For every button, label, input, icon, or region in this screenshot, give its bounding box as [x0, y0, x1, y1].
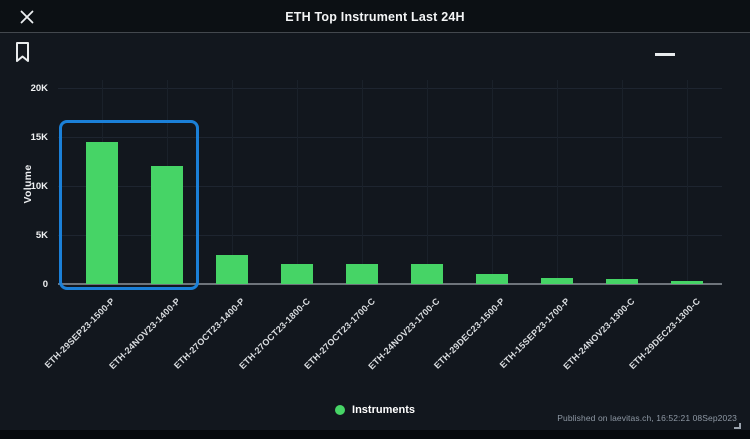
- selection-rectangle: [59, 120, 199, 290]
- h-gridline: [58, 88, 722, 89]
- x-axis-label: ETH-27OCT23-1700-C: [302, 296, 378, 372]
- bar-ETH-24NOV23-1700-C[interactable]: [411, 264, 443, 284]
- y-tick-label: 5K: [35, 230, 48, 241]
- v-gridline: [362, 80, 363, 284]
- v-gridline: [622, 80, 623, 284]
- x-axis-line: [58, 283, 722, 285]
- h-gridline: [58, 137, 722, 138]
- bar-ETH-29SEP23-1500-P[interactable]: [86, 142, 118, 284]
- menu-button[interactable]: [655, 44, 679, 62]
- h-gridline: [58, 186, 722, 187]
- bar-ETH-24NOV23-1400-P[interactable]: [151, 166, 183, 284]
- close-button[interactable]: [16, 7, 38, 27]
- close-icon: [20, 10, 34, 24]
- x-axis-label: ETH-29DEC23-1500-P: [432, 296, 508, 371]
- x-axis-label: ETH-24NOV23-1700-C: [366, 296, 443, 372]
- y-tick-label: 15K: [30, 132, 48, 143]
- v-gridline: [297, 80, 298, 284]
- v-gridline: [492, 80, 493, 284]
- header-bar: ETH Top Instrument Last 24H: [0, 0, 750, 33]
- v-gridline: [557, 80, 558, 284]
- x-axis-label: ETH-24NOV23-1400-P: [107, 296, 183, 372]
- bar-ETH-29DEC23-1300-C[interactable]: [671, 281, 703, 284]
- legend-label: Instruments: [352, 404, 415, 416]
- x-axis-label: ETH-24NOV23-1300-C: [561, 296, 638, 372]
- bar-ETH-27OCT23-1700-C[interactable]: [346, 264, 378, 284]
- page-title: ETH Top Instrument Last 24H: [285, 9, 465, 24]
- legend-marker-icon: [335, 405, 346, 415]
- bar-ETH-15SEP23-1700-P[interactable]: [541, 278, 573, 284]
- y-tick-label: 10K: [30, 181, 48, 192]
- legend-item-instruments[interactable]: Instruments: [0, 401, 750, 419]
- h-gridline: [58, 235, 722, 236]
- v-gridline: [687, 80, 688, 284]
- bookmark-button[interactable]: [11, 41, 33, 65]
- y-tick-label: 20K: [30, 83, 48, 94]
- resize-corner-icon[interactable]: [734, 423, 741, 429]
- bar-ETH-24NOV23-1300-C[interactable]: [606, 279, 638, 284]
- x-axis-label: ETH-15SEP23-1700-P: [498, 296, 573, 371]
- x-axis-label: ETH-29SEP23-1500-P: [43, 296, 118, 371]
- bottom-bar: [0, 430, 750, 439]
- publish-note: Published on laevitas.ch, 16:52:21 08Sep…: [557, 413, 737, 423]
- v-gridline: [232, 80, 233, 284]
- bar-ETH-27OCT23-1400-P[interactable]: [216, 255, 248, 284]
- bar-ETH-27OCT23-1800-C[interactable]: [281, 264, 313, 284]
- bar-ETH-29DEC23-1500-P[interactable]: [476, 274, 508, 284]
- v-gridline: [427, 80, 428, 284]
- bookmark-icon: [15, 42, 29, 62]
- y-tick-label: 0: [42, 279, 48, 290]
- x-axis-label: ETH-29DEC23-1300-C: [627, 296, 703, 372]
- x-axis-label: ETH-27OCT23-1800-C: [237, 296, 313, 372]
- x-axis-label: ETH-27OCT23-1400-P: [172, 296, 248, 371]
